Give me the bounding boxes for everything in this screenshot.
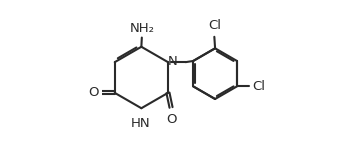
Text: HN: HN bbox=[131, 117, 150, 130]
Text: N: N bbox=[168, 55, 178, 68]
Text: Cl: Cl bbox=[252, 80, 265, 93]
Text: O: O bbox=[166, 113, 176, 126]
Text: O: O bbox=[88, 86, 98, 99]
Text: Cl: Cl bbox=[208, 20, 221, 33]
Text: NH₂: NH₂ bbox=[130, 22, 155, 35]
